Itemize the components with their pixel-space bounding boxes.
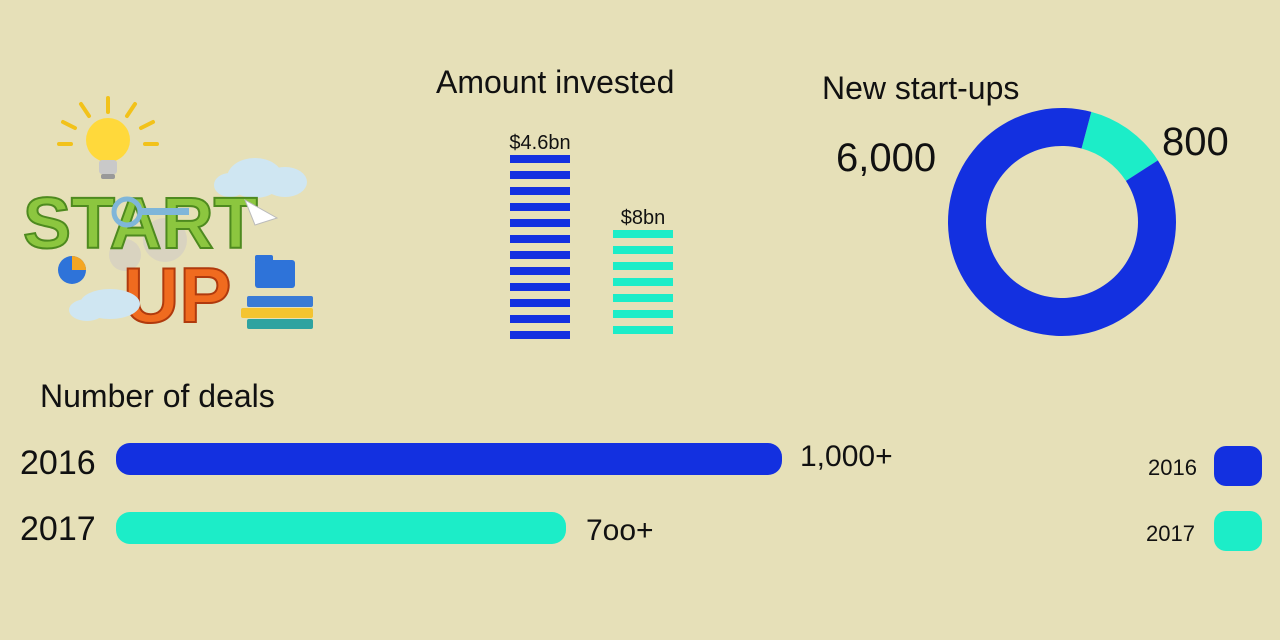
key-icon: [111, 196, 189, 228]
donut-label-2017: 800: [1162, 120, 1229, 164]
pie-chart-icon: [58, 256, 86, 284]
logo-word-up: UP: [123, 251, 231, 335]
invested-bar-2016: [510, 155, 570, 339]
invested-value-label-2016: $4.6bn: [509, 132, 570, 154]
invested-bar-2017: [613, 230, 673, 334]
new-startups-donut: [948, 107, 1176, 336]
paper-plane-icon: [244, 198, 279, 226]
folder-icon: [255, 255, 295, 288]
logo-word-start: START: [23, 184, 258, 264]
deals-value-2016: 1,000+: [800, 440, 893, 473]
deals-bar-2016: [116, 443, 782, 475]
startup-logo: START UP: [22, 96, 313, 335]
deals-value-2017: 7oo+: [586, 514, 654, 547]
cloud-icon-bottom: [69, 289, 140, 321]
donut-label-2016: 6,000: [836, 136, 937, 180]
gear-icon: [109, 218, 187, 271]
books-icon: [241, 296, 313, 329]
amount-invested-chart: $4.6bn $8bn: [509, 132, 673, 339]
legend-swatch-2016: [1214, 446, 1262, 486]
legend-swatch-2017: [1214, 511, 1262, 551]
invested-value-label-2017: $8bn: [621, 207, 666, 229]
number-of-deals-title: Number of deals: [40, 378, 275, 414]
lightbulb-icon: [86, 118, 130, 179]
amount-invested-title: Amount invested: [436, 64, 675, 100]
lightbulb-rays: [57, 96, 159, 146]
deals-year-2017: 2017: [20, 510, 96, 548]
donut-slice-2016: [948, 107, 1176, 336]
legend-label-2017: 2017: [1146, 521, 1195, 546]
cloud-icon: [214, 158, 307, 198]
deals-bar-2017: [116, 512, 566, 544]
donut-slice-2017: [1081, 111, 1158, 181]
new-startups-title: New start-ups: [822, 70, 1020, 106]
legend-label-2016: 2016: [1148, 455, 1197, 480]
deals-year-2016: 2016: [20, 444, 96, 482]
